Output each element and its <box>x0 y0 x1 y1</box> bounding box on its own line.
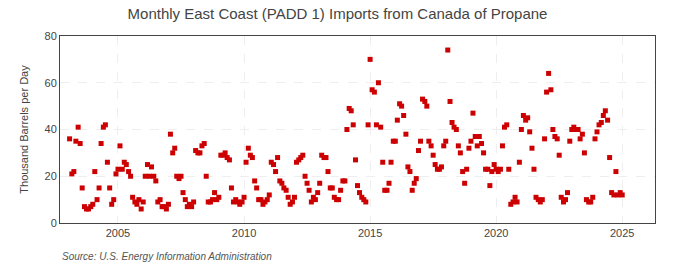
svg-text:0: 0 <box>51 217 57 229</box>
svg-text:80: 80 <box>45 30 57 42</box>
svg-text:2015: 2015 <box>358 227 382 239</box>
svg-text:Source: U.S. Energy Informatio: Source: U.S. Energy Information Administ… <box>62 251 272 262</box>
svg-text:Thousand Barrels per Day: Thousand Barrels per Day <box>18 65 30 194</box>
svg-text:2010: 2010 <box>232 227 256 239</box>
svg-text:2025: 2025 <box>610 227 634 239</box>
svg-text:40: 40 <box>45 123 57 135</box>
svg-text:2020: 2020 <box>484 227 508 239</box>
svg-text:60: 60 <box>45 77 57 89</box>
svg-text:Monthly East Coast (PADD 1) Im: Monthly East Coast (PADD 1) Imports from… <box>128 5 548 22</box>
svg-text:20: 20 <box>45 170 57 182</box>
svg-text:2005: 2005 <box>106 227 130 239</box>
